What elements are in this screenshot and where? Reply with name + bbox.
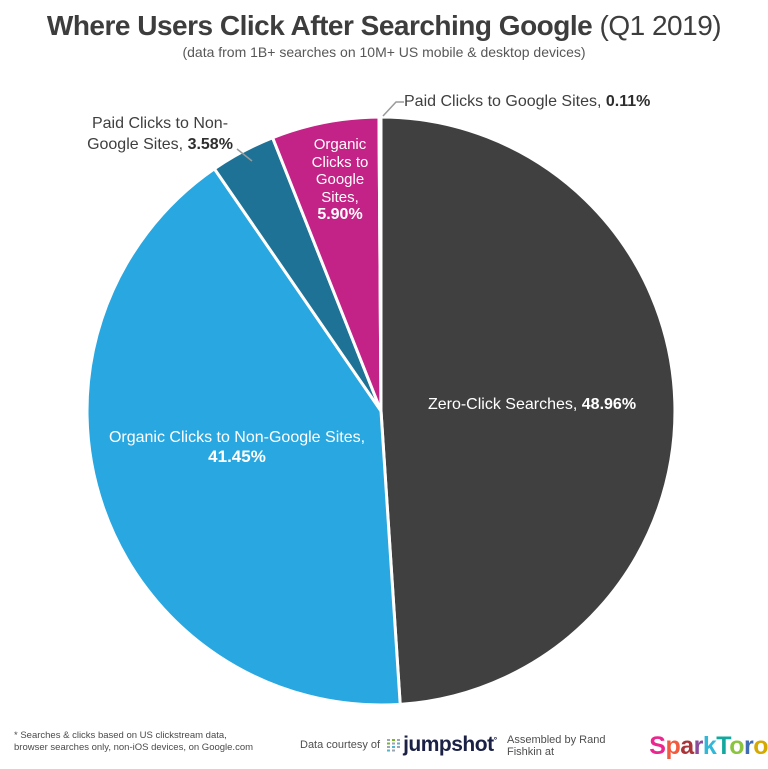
sparktoro-letter: o — [729, 732, 744, 760]
pie-slice-organic-clicks-to-non-google-sites — [85, 167, 402, 707]
sparktoro-letter: T — [716, 732, 730, 760]
jumpshot-trademark: ° — [493, 735, 498, 745]
jumpshot-logo: jumpshot ° — [387, 733, 497, 757]
page-title: Where Users Click After Searching Google… — [0, 10, 768, 42]
courtesy-text: Data courtesy of — [300, 739, 381, 751]
leader-line-paid-google — [382, 101, 404, 117]
sparktoro-letter: a — [680, 732, 694, 760]
label-text: Paid Clicks to Google Sites, — [404, 93, 606, 110]
label-zero-click-searches: Zero-Click Searches, 48.96% — [396, 395, 668, 416]
title-period: (Q1 2019) — [592, 10, 722, 41]
sparktoro-letter: k — [702, 732, 717, 760]
label-organic-clicks-non-google: Organic Clicks to Non-Google Sites, 41.4… — [62, 428, 412, 467]
label-text: Organic Clicks to Google Sites, — [311, 136, 369, 206]
label-text: Zero-Click Searches, — [427, 396, 582, 413]
sparktoro-logo: SparkToro — [649, 733, 768, 759]
assembled-text: Assembled by Rand Fishkin at — [507, 734, 606, 758]
data-courtesy-group: Data courtesy of jumpshot ° — [300, 733, 497, 757]
label-percent: 3.58% — [187, 136, 233, 153]
sparktoro-letter: r — [743, 732, 754, 760]
label-percent: 5.90% — [317, 206, 363, 223]
label-organic-clicks-google: Organic Clicks to Google Sites, 5.90% — [302, 136, 378, 224]
sparktoro-letter: o — [753, 732, 768, 760]
footnote-line1: * Searches & clicks based on US clickstr… — [14, 730, 227, 741]
sparktoro-letter: p — [665, 732, 681, 760]
label-paid-clicks-non-google: Paid Clicks to Non- Google Sites, 3.58% — [60, 113, 260, 155]
pie-slices — [85, 115, 677, 707]
source-footnote: * Searches & clicks based on US clickstr… — [14, 730, 253, 754]
label-percent: 0.11% — [605, 93, 651, 110]
label-paid-clicks-google: Paid Clicks to Google Sites, 0.11% — [404, 92, 650, 113]
label-percent: 41.45% — [208, 447, 266, 466]
page-subtitle: (data from 1B+ searches on 10M+ US mobil… — [182, 44, 586, 60]
title-main: Where Users Click After Searching Google — [46, 10, 593, 41]
jumpshot-wordmark: jumpshot — [403, 733, 494, 756]
assembled-by-group: Assembled by Rand Fishkin at SparkToro — [507, 733, 768, 759]
sparktoro-letter: r — [693, 732, 704, 760]
label-text-line2: Google Sites, 3.58% — [87, 136, 233, 153]
label-text-line1: Paid Clicks to Non- — [91, 115, 229, 132]
label-text: Organic Clicks to Non-Google Sites, — [108, 429, 366, 446]
leader-line-paid-non-google — [236, 148, 253, 162]
label-percent: 48.96% — [581, 396, 637, 413]
pie-slice-zero-click-searches — [379, 115, 677, 706]
pie-slice-paid-clicks-to-google-sites — [377, 115, 383, 413]
footnote-line2: browser searches only, non-iOS devices, … — [14, 742, 254, 753]
jumpshot-grid-icon — [387, 739, 401, 752]
sparktoro-letter: S — [649, 732, 666, 760]
